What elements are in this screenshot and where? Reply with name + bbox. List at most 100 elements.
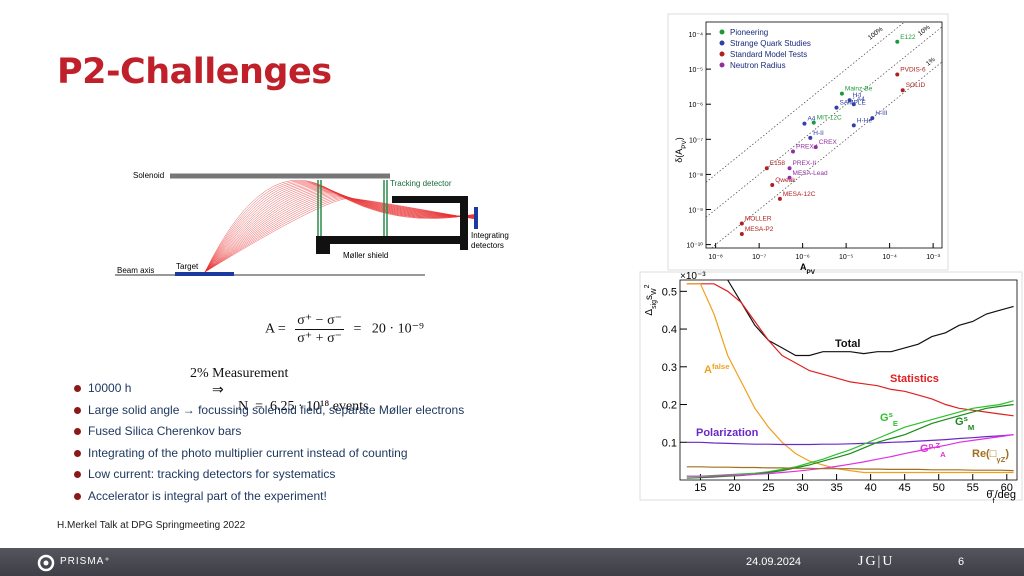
eq-rhs: N = 6.25 · 10¹⁸ events bbox=[238, 399, 369, 414]
reference-line bbox=[706, 26, 942, 218]
series-label: GsM bbox=[955, 414, 974, 432]
x-axis-label-part: /deg bbox=[995, 489, 1016, 501]
y-axis-label-part: sig bbox=[651, 300, 658, 309]
data-point bbox=[808, 135, 813, 140]
diagram-label: Tracking detector bbox=[390, 179, 452, 188]
series-label-part: s bbox=[889, 410, 893, 419]
x-tick-label: 55 bbox=[967, 482, 979, 494]
series-label-part: M bbox=[968, 423, 974, 432]
credit: H.Merkel Talk at DPG Springmeeting 2022 bbox=[57, 520, 246, 531]
data-point bbox=[787, 175, 792, 180]
electron-track bbox=[204, 196, 477, 273]
x-tick-label: 30 bbox=[796, 482, 808, 494]
point-label: Mainz-Be bbox=[845, 86, 873, 93]
x-axis-label-part: θ̄ bbox=[986, 489, 994, 501]
point-label: A4 bbox=[807, 116, 815, 123]
series-label-part: s bbox=[964, 414, 968, 423]
diagram-label: Solenoid bbox=[133, 171, 164, 180]
x-axis-label-part: PV bbox=[807, 269, 816, 276]
data-point bbox=[834, 105, 839, 110]
point-label: A4 bbox=[857, 96, 865, 103]
eq-rhs: = 20 · 10⁻⁹ bbox=[353, 321, 424, 337]
y-tick-label: 10⁻¹⁰ bbox=[686, 242, 703, 250]
series-line bbox=[686, 466, 1014, 472]
y-axis-label: ΔsigsW2 bbox=[644, 284, 658, 315]
data-point bbox=[739, 221, 744, 226]
legend-label: Neutron Radius bbox=[730, 61, 786, 70]
equation: A = σ⁺ − σ⁻ σ⁺ + σ⁻ = 20 · 10⁻⁹ bbox=[265, 312, 424, 347]
bullet: Large solid angle → focussing solenoid f… bbox=[74, 402, 464, 424]
bullet: 10000 h bbox=[74, 380, 464, 402]
electron-track bbox=[204, 190, 477, 273]
logo-text: PRISMA⁺ bbox=[60, 556, 111, 567]
x-tick-label: 10⁻³ bbox=[926, 254, 940, 261]
series-line bbox=[686, 283, 1014, 417]
y-tick-label: 10⁻⁵ bbox=[689, 67, 703, 74]
data-point bbox=[895, 39, 900, 44]
y-axis-label-part: PV bbox=[681, 139, 688, 148]
eq-numerator: σ⁺ − σ⁻ bbox=[295, 313, 345, 330]
electron-track bbox=[204, 198, 477, 273]
point-label: MESA-P2 bbox=[745, 226, 774, 233]
x-tick-label: 25 bbox=[762, 482, 774, 494]
data-point bbox=[851, 123, 856, 128]
y-tick-label: 0.2 bbox=[662, 400, 677, 412]
electron-track bbox=[204, 195, 477, 273]
diagram-label: Beam axis bbox=[117, 266, 154, 275]
eq-lhs: A = bbox=[265, 321, 286, 337]
bullet: Integrating of the photo multiplier curr… bbox=[74, 445, 464, 467]
point-label: H-III bbox=[875, 110, 887, 117]
x-tick-label: 15 bbox=[694, 482, 706, 494]
x-tick-label: 10⁻⁸ bbox=[708, 254, 722, 261]
series-label-part: Re(□ bbox=[972, 448, 997, 460]
series-label-part: ) bbox=[1005, 448, 1009, 460]
legend-marker bbox=[719, 51, 725, 57]
y-tick-label: 0.5 bbox=[662, 286, 677, 298]
data-point bbox=[813, 145, 818, 150]
y-axis-label-part: 2 bbox=[644, 284, 651, 288]
point-label: PREX-II bbox=[793, 160, 817, 167]
y-tick-label: 10⁻⁷ bbox=[689, 137, 703, 144]
electron-fan bbox=[204, 180, 477, 273]
slide-title: P2-Challenges bbox=[57, 52, 332, 92]
university: JG|U bbox=[858, 554, 895, 569]
bullet-list: 10000 h Large solid angle → focussing sol… bbox=[74, 380, 464, 509]
legend-label: Strange Quark Studies bbox=[730, 39, 811, 48]
point-label: E122 bbox=[900, 34, 916, 41]
plot-frame bbox=[679, 279, 1018, 481]
date: 24.09.2024 bbox=[746, 556, 802, 568]
series-label-part: G bbox=[880, 412, 889, 424]
series-label-part: G bbox=[920, 443, 929, 455]
bullet: Low current: tracking detectors for syst… bbox=[74, 466, 464, 488]
point-label: CREX bbox=[819, 139, 838, 146]
scatter-chart: 10⁻⁸ 10⁻⁷ 10⁻⁶ 10⁻⁵ 10⁻⁴ 10⁻³ 10⁻¹⁰ 10⁻⁹ 10⁻⁸ 10⁻… bbox=[674, 21, 943, 276]
footer: PRISMA⁺ 24.09.2024 JG|U 6 bbox=[0, 548, 1024, 576]
series-label-part: p,Z bbox=[929, 441, 941, 450]
point-label: MOLLER bbox=[745, 215, 772, 222]
reference-label: 1% bbox=[925, 56, 937, 67]
bullet: Accelerator is integral part of the expe… bbox=[74, 488, 464, 510]
series-label-part: A bbox=[940, 450, 946, 459]
series-label-part: γZ bbox=[996, 455, 1005, 464]
reference-line bbox=[710, 61, 942, 248]
y-tick-label: 10⁻⁴ bbox=[689, 32, 704, 39]
data-point bbox=[870, 116, 875, 121]
eq-denominator: σ⁺ + σ⁻ bbox=[297, 331, 343, 346]
data-point bbox=[895, 72, 900, 77]
y-axis-label-part: Δ bbox=[644, 309, 655, 316]
axis-multiplier: ×10⁻³ bbox=[680, 271, 706, 282]
x-tick-label: 10⁻⁷ bbox=[752, 254, 766, 261]
bullet: Fused Silica Cherenkov bars bbox=[74, 423, 464, 445]
data-point bbox=[811, 120, 816, 125]
y-tick-label: 10⁻⁹ bbox=[689, 208, 703, 215]
point-label: H-He bbox=[857, 117, 873, 124]
y-tick-label: 0.4 bbox=[662, 324, 677, 336]
series-label: Statistics bbox=[890, 373, 939, 385]
logo-icon bbox=[37, 554, 55, 572]
y-tick-label: 0.1 bbox=[662, 437, 677, 449]
electron-track bbox=[204, 192, 477, 273]
series-line bbox=[727, 279, 1014, 357]
point-label: H-II bbox=[813, 130, 824, 137]
series-label: Afalse bbox=[704, 362, 730, 377]
